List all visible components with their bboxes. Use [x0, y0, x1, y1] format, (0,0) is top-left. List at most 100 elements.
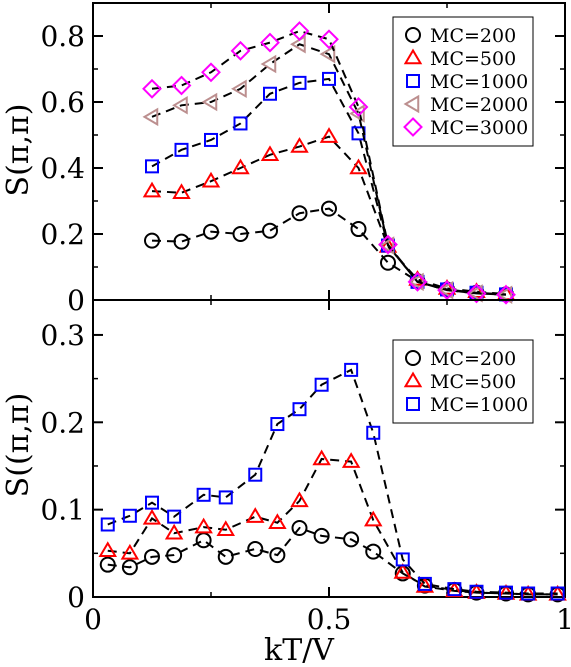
data-point — [380, 254, 396, 271]
data-point — [366, 425, 381, 440]
y-tick-label: 0.4 — [40, 152, 85, 185]
data-point — [291, 205, 308, 222]
data-point — [260, 32, 280, 53]
x-tick-label: 1 — [556, 603, 571, 636]
series-mc-2000 — [142, 35, 513, 304]
data-point — [217, 548, 234, 565]
y-axis-title: S((π,π) — [1, 393, 36, 498]
data-point — [348, 97, 369, 117]
legend-label: MC=2000 — [430, 94, 528, 116]
data-point — [319, 127, 339, 143]
data-point — [447, 582, 462, 597]
data-point — [499, 585, 513, 600]
data-point — [437, 280, 454, 300]
data-point — [290, 491, 309, 508]
data-point — [172, 183, 191, 199]
data-point — [246, 507, 265, 523]
data-point — [233, 116, 248, 131]
series-line — [151, 135, 507, 296]
data-point — [145, 495, 159, 510]
legend-label: MC=3000 — [430, 117, 528, 139]
data-point — [247, 540, 264, 557]
data-point — [521, 586, 536, 601]
y-tick-label: 0.1 — [40, 494, 85, 527]
data-point — [122, 508, 137, 523]
legend-label: MC=500 — [430, 371, 516, 393]
data-point — [270, 417, 285, 432]
y-tick-label: 0.3 — [40, 319, 85, 352]
legend-marker — [403, 94, 420, 114]
data-point — [99, 556, 116, 573]
y-tick-label: 0 — [67, 581, 85, 614]
data-point — [321, 200, 337, 217]
data-point — [166, 547, 183, 564]
data-point — [263, 86, 277, 101]
data-point — [365, 543, 382, 560]
legend-marker — [403, 371, 423, 388]
data-point — [260, 54, 277, 74]
data-point — [312, 449, 331, 466]
data-point — [437, 280, 457, 301]
top-panel: 00.20.40.60.8S(π,π)MC=200MC=500MC=1000MC… — [1, 2, 566, 317]
data-point — [550, 586, 565, 601]
data-point — [204, 132, 218, 147]
data-point — [289, 21, 310, 41]
legend-box — [392, 16, 534, 147]
data-point — [407, 271, 428, 292]
legend-label: MC=1000 — [430, 71, 528, 93]
legend-label: MC=200 — [430, 25, 516, 47]
data-point — [232, 226, 249, 242]
series-mc-500 — [98, 449, 567, 601]
data-point — [231, 158, 250, 175]
y-tick-label: 0.2 — [40, 218, 85, 251]
data-point — [167, 509, 182, 524]
data-point — [142, 508, 162, 525]
y-tick-label: 0.6 — [40, 86, 85, 119]
data-point — [292, 75, 307, 90]
data-point — [319, 29, 339, 50]
y-axis-title: S(π,π) — [1, 104, 36, 197]
series-mc-1000 — [100, 362, 565, 601]
data-point — [415, 577, 435, 593]
data-point — [144, 548, 160, 565]
data-point — [466, 283, 487, 304]
data-point — [120, 543, 140, 560]
series-mc-200 — [144, 200, 514, 303]
series-line — [107, 457, 558, 596]
y-tick-label: 0.8 — [40, 20, 85, 53]
data-point — [469, 584, 484, 599]
legend-marker — [403, 117, 423, 137]
data-point — [322, 71, 336, 86]
data-point — [248, 467, 263, 482]
data-point — [341, 452, 361, 468]
data-point — [269, 547, 286, 564]
series-mc-500 — [142, 127, 516, 301]
data-point — [145, 159, 159, 174]
data-point — [364, 510, 383, 527]
data-point — [164, 523, 184, 540]
y-tick-label: 0.2 — [40, 406, 85, 439]
data-point — [171, 75, 192, 96]
data-point — [218, 490, 233, 505]
data-point — [344, 362, 359, 377]
data-point — [196, 487, 211, 502]
data-point — [343, 531, 360, 548]
data-point — [292, 402, 307, 417]
data-point — [395, 552, 410, 567]
data-point — [349, 104, 365, 123]
bottom-panel: 0 0.1 0.2 0.3 0 0.5 1 S((π,π) kT/V MC=200MC=500MC… — [1, 299, 571, 667]
legend-marker — [406, 397, 420, 411]
data-point — [172, 96, 188, 115]
data-point — [194, 517, 213, 534]
legend-marker — [406, 74, 420, 88]
data-point — [195, 532, 212, 549]
data-point — [313, 527, 330, 544]
legend-marker — [405, 27, 421, 43]
data-point — [142, 181, 162, 198]
data-point — [262, 222, 278, 239]
data-point — [230, 40, 251, 61]
legend-marker — [403, 48, 423, 65]
